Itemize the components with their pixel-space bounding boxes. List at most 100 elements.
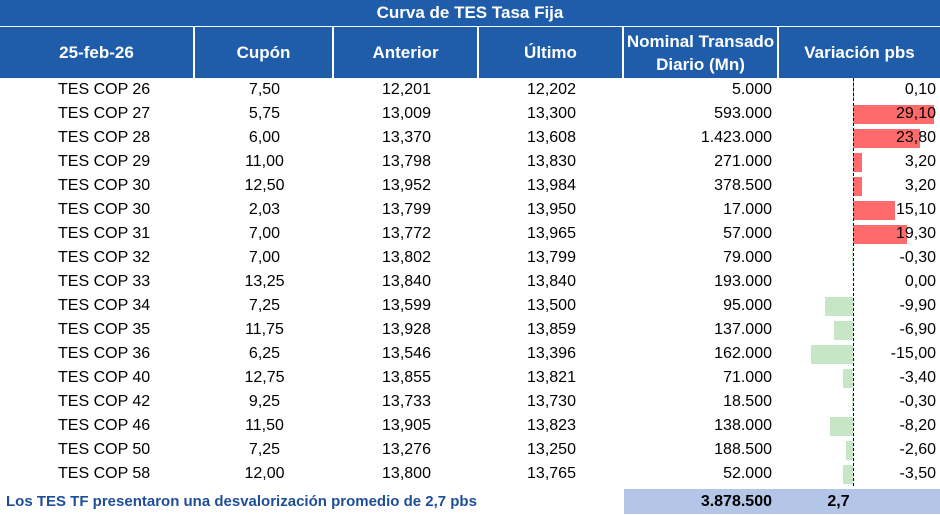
bond-name: TES COP 34 <box>58 297 151 314</box>
previous-cell: 13,276 <box>382 441 431 458</box>
variation-cell: 0,10 <box>779 78 940 102</box>
last-cell: 13,765 <box>527 465 576 482</box>
nominal-cell: 593.000 <box>714 105 772 122</box>
variation-cell: 15,10 <box>779 198 940 222</box>
nominal-cell: 162.000 <box>714 345 772 362</box>
previous-cell: 13,733 <box>382 393 431 410</box>
variation-cell: 3,20 <box>779 150 940 174</box>
variation-bar-positive <box>853 105 935 124</box>
variation-bar-negative <box>833 321 853 340</box>
variation-cell: -9,90 <box>779 294 940 318</box>
bond-name: TES COP 32 <box>58 249 151 266</box>
footer-avg-variation: 2,7 <box>779 489 940 514</box>
table-row: TES COP 58 12,00 13,800 13,765 52.000 -3,50 <box>0 462 940 486</box>
footer-row: Los TES TF presentaron una desvalorizaci… <box>0 489 940 514</box>
header-row: 25-feb-26 Cupón Anterior Último Nominal … <box>0 27 940 78</box>
nominal-cell: 188.500 <box>714 441 772 458</box>
variation-bar-negative <box>843 465 853 484</box>
table-row: TES COP 50 7,25 13,276 13,250 188.500 -2,60 <box>0 438 940 462</box>
variation-bar-negative <box>825 297 853 316</box>
bond-name: TES COP 29 <box>58 153 151 170</box>
nominal-cell: 71.000 <box>723 369 772 386</box>
table-row: TES COP 46 11,50 13,905 13,823 138.000 -8,20 <box>0 414 940 438</box>
header-nominal-line1: Nominal Transado <box>626 31 775 51</box>
variation-value: -3,50 <box>899 465 936 482</box>
variation-cell: -6,90 <box>779 318 940 342</box>
previous-cell: 13,802 <box>382 249 431 266</box>
previous-cell: 13,905 <box>382 417 431 434</box>
header-nominal: Nominal Transado Diario (Mn) <box>624 27 779 78</box>
bond-name: TES COP 50 <box>58 441 151 458</box>
previous-cell: 13,772 <box>382 225 431 242</box>
nominal-cell: 378.500 <box>714 177 772 194</box>
header-date: 25-feb-26 <box>0 27 195 78</box>
coupon-cell: 7,00 <box>248 249 281 266</box>
last-cell: 13,840 <box>527 273 576 290</box>
table-row: TES COP 30 2,03 13,799 13,950 17.000 15,10 <box>0 198 940 222</box>
last-cell: 13,300 <box>527 105 576 122</box>
variation-value: 19,30 <box>895 225 936 242</box>
table-row: TES COP 42 9,25 13,733 13,730 18.500 -0,30 <box>0 390 940 414</box>
last-cell: 13,984 <box>527 177 576 194</box>
footer-total-nominal: 3.878.500 <box>624 489 779 514</box>
coupon-cell: 7,25 <box>248 441 281 458</box>
nominal-cell: 18.500 <box>723 393 772 410</box>
variation-value: 29,10 <box>895 105 936 122</box>
table-row: TES COP 26 7,50 12,201 12,202 5.000 0,10 <box>0 78 940 102</box>
table-row: TES COP 33 13,25 13,840 13,840 193.000 0,00 <box>0 270 940 294</box>
variation-cell: -0,30 <box>779 390 940 414</box>
previous-cell: 13,952 <box>382 177 431 194</box>
header-nominal-line2: Diario (Mn) <box>656 54 745 74</box>
nominal-cell: 17.000 <box>723 201 772 218</box>
bond-name: TES COP 31 <box>58 225 151 242</box>
nominal-cell: 138.000 <box>714 417 772 434</box>
variation-cell: -0,30 <box>779 246 940 270</box>
variation-value: 3,20 <box>904 177 936 194</box>
previous-cell: 13,009 <box>382 105 431 122</box>
coupon-cell: 11,50 <box>245 417 284 434</box>
table-title: Curva de TES Tasa Fija <box>0 0 940 26</box>
previous-cell: 13,370 <box>382 129 431 146</box>
variation-value: -8,20 <box>899 417 936 434</box>
table-row: TES COP 29 11,00 13,798 13,830 271.000 3,20 <box>0 150 940 174</box>
coupon-cell: 2,03 <box>248 201 281 218</box>
last-cell: 13,821 <box>527 369 576 386</box>
last-cell: 13,859 <box>527 321 576 338</box>
variation-cell: 29,10 <box>779 102 940 126</box>
variation-bar-positive <box>853 129 920 148</box>
variation-bar-positive <box>853 225 908 244</box>
variation-bar-positive <box>853 177 862 196</box>
table-row: TES COP 31 7,00 13,772 13,965 57.000 19,30 <box>0 222 940 246</box>
previous-cell: 13,928 <box>382 321 431 338</box>
variation-value: -9,90 <box>899 297 936 314</box>
bond-name: TES COP 35 <box>58 321 151 338</box>
previous-cell: 13,799 <box>382 201 431 218</box>
bond-name: TES COP 42 <box>58 393 151 410</box>
variation-bar-negative <box>845 441 853 460</box>
variation-value: 3,20 <box>904 153 936 170</box>
coupon-cell: 11,75 <box>245 321 284 338</box>
variation-value: -15,00 <box>890 345 936 362</box>
variation-cell: -15,00 <box>779 342 940 366</box>
nominal-cell: 137.000 <box>714 321 772 338</box>
table-body: TES COP 26 7,50 12,201 12,202 5.000 0,10 TES C… <box>0 78 940 486</box>
footer-note: Los TES TF presentaron una desvalorizaci… <box>6 493 477 510</box>
last-cell: 13,500 <box>527 297 576 314</box>
variation-cell: -2,60 <box>779 438 940 462</box>
variation-cell: 3,20 <box>779 174 940 198</box>
nominal-cell: 1.423.000 <box>700 129 772 146</box>
table-row: TES COP 30 12,50 13,952 13,984 378.500 3,20 <box>0 174 940 198</box>
header-coupon: Cupón <box>195 27 334 78</box>
nominal-cell: 79.000 <box>723 249 772 266</box>
variation-bar-negative <box>811 345 853 364</box>
variation-value: 0,10 <box>904 81 936 98</box>
bond-name: TES COP 28 <box>58 129 151 146</box>
last-cell: 12,202 <box>527 81 576 98</box>
last-cell: 13,608 <box>527 129 576 146</box>
bond-name: TES COP 40 <box>58 369 151 386</box>
nominal-cell: 193.000 <box>714 273 772 290</box>
coupon-cell: 7,00 <box>248 225 281 242</box>
last-cell: 13,950 <box>527 201 576 218</box>
last-cell: 13,250 <box>527 441 576 458</box>
previous-cell: 13,800 <box>382 465 431 482</box>
